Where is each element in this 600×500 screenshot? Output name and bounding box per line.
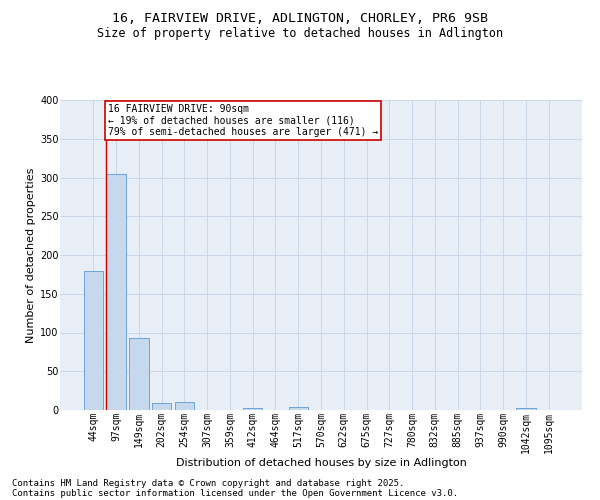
Bar xyxy=(106,174,126,410)
Text: 16 FAIRVIEW DRIVE: 90sqm
← 19% of detached houses are smaller (116)
79% of semi-: 16 FAIRVIEW DRIVE: 90sqm ← 19% of detach… xyxy=(107,104,378,137)
Bar xyxy=(243,408,262,410)
Bar xyxy=(84,270,103,410)
Bar xyxy=(175,402,194,410)
Text: Size of property relative to detached houses in Adlington: Size of property relative to detached ho… xyxy=(97,28,503,40)
Bar xyxy=(289,407,308,410)
Text: Contains HM Land Registry data © Crown copyright and database right 2025.: Contains HM Land Registry data © Crown c… xyxy=(12,478,404,488)
Bar xyxy=(152,403,172,410)
Text: Contains public sector information licensed under the Open Government Licence v3: Contains public sector information licen… xyxy=(12,488,458,498)
X-axis label: Distribution of detached houses by size in Adlington: Distribution of detached houses by size … xyxy=(176,458,466,468)
Text: 16, FAIRVIEW DRIVE, ADLINGTON, CHORLEY, PR6 9SB: 16, FAIRVIEW DRIVE, ADLINGTON, CHORLEY, … xyxy=(112,12,488,26)
Bar xyxy=(129,338,149,410)
Bar xyxy=(516,408,536,410)
Y-axis label: Number of detached properties: Number of detached properties xyxy=(26,168,36,342)
